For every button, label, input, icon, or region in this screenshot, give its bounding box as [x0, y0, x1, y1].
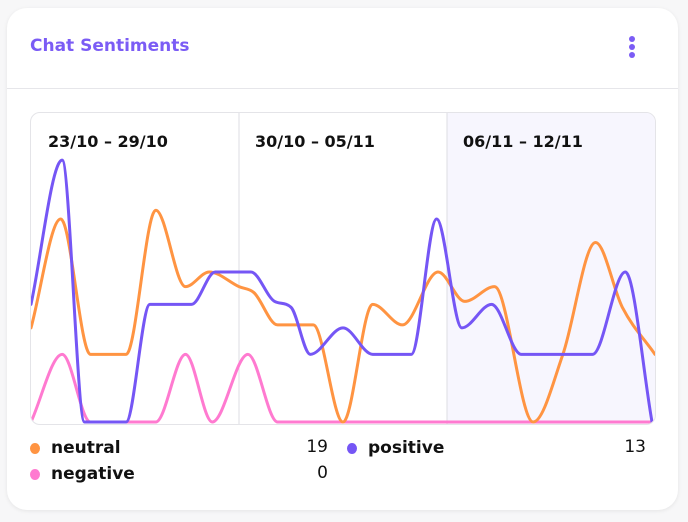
series-line-neutral — [31, 208, 655, 424]
card-title: Chat Sentiments — [30, 36, 190, 56]
kebab-menu-icon[interactable] — [623, 36, 641, 62]
negative-count: 0 — [317, 463, 328, 483]
legend-item-neutral[interactable]: neutral — [30, 437, 121, 459]
highlighted-week-bg — [447, 113, 655, 424]
neutral-count: 19 — [306, 437, 328, 457]
negative-dot-icon — [30, 468, 40, 480]
legend-item-negative[interactable]: negative — [30, 463, 135, 485]
legend-label: negative — [51, 464, 135, 484]
positive-dot-icon — [347, 442, 357, 454]
legend-label: positive — [368, 438, 445, 458]
series-line-positive — [31, 158, 654, 424]
legend-item-positive[interactable]: positive — [347, 437, 444, 459]
positive-count: 13 — [624, 437, 646, 457]
header-divider — [7, 88, 678, 89]
week-label-1: 23/10 – 29/10 — [48, 132, 168, 151]
neutral-dot-icon — [30, 442, 40, 454]
week-label-2: 30/10 – 05/11 — [255, 132, 375, 151]
legend-label: neutral — [51, 438, 121, 458]
week-label-3: 06/11 – 12/11 — [463, 132, 583, 151]
chart-svg — [31, 113, 655, 424]
sentiment-line-chart: 23/10 – 29/10 30/10 – 05/11 06/11 – 12/1… — [30, 112, 656, 425]
